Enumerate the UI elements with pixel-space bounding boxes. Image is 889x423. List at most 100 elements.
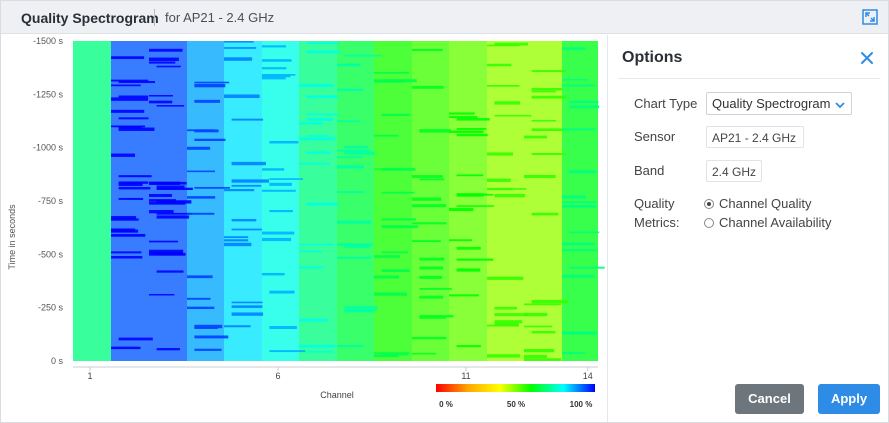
heatmap-stripe xyxy=(269,290,295,294)
heatmap-stripe xyxy=(149,57,179,62)
heatmap-stripe xyxy=(118,126,142,129)
heatmap-stripe xyxy=(299,344,336,348)
heatmap-stripe xyxy=(494,306,518,310)
heatmap-stripe xyxy=(306,135,330,137)
heatmap-stripe xyxy=(374,134,399,137)
heatmap-stripe xyxy=(118,81,156,84)
heatmap-stripe xyxy=(306,95,339,99)
heatmap-stripe xyxy=(149,210,174,214)
heatmap-stripe xyxy=(194,348,222,351)
color-scale-labels: 0 % 50 % 100 % xyxy=(439,400,592,409)
heatmap-stripe xyxy=(306,42,339,45)
heatmap-stripe xyxy=(337,149,370,152)
heatmap-stripe xyxy=(224,242,252,247)
heatmap-stripe xyxy=(494,320,523,324)
heatmap-stripe xyxy=(111,216,137,220)
heatmap-column-ch14 xyxy=(562,41,598,361)
heatmap-stripe xyxy=(381,269,410,273)
y-axis-ticks: -1500 s -1250 s -1000 s -750 s -500 s -250 s 0… xyxy=(33,36,64,366)
expand-icon[interactable] xyxy=(862,9,878,25)
heatmap-stripe xyxy=(456,205,495,207)
heatmap-stripe xyxy=(262,189,296,192)
heatmap-stripe xyxy=(456,128,487,130)
heatmap-stripe xyxy=(187,170,215,173)
heatmap-stripe xyxy=(306,350,333,353)
heatmap-stripe xyxy=(531,212,559,216)
heatmap-stripe xyxy=(149,61,176,64)
radio-unchecked-icon xyxy=(704,218,714,228)
heatmap-column-ch9 xyxy=(374,41,412,361)
heatmap-stripe xyxy=(111,79,149,82)
heatmap-stripe xyxy=(562,201,597,204)
heatmap-stripe xyxy=(419,275,443,279)
heatmap-stripe xyxy=(262,75,291,78)
heatmap-stripe xyxy=(187,212,215,215)
heatmap-stripe xyxy=(494,114,532,117)
heatmap-stripe xyxy=(381,353,409,356)
heatmap-stripe xyxy=(187,275,213,279)
radio-channel-quality[interactable]: Channel Quality xyxy=(704,196,812,212)
heatmap-stripe xyxy=(306,202,339,206)
cancel-button[interactable]: Cancel xyxy=(735,384,804,414)
heatmap-stripe xyxy=(374,255,400,258)
close-icon[interactable] xyxy=(859,50,875,66)
heatmap-stripe xyxy=(118,117,149,120)
heatmap-stripe xyxy=(156,212,193,215)
heatmap-stripe xyxy=(306,113,339,116)
heatmap-stripe xyxy=(374,275,399,279)
heatmap-stripe xyxy=(337,220,372,224)
heatmap-stripe xyxy=(299,122,324,125)
heatmap-stripe xyxy=(111,153,136,157)
heatmap-stripe xyxy=(118,95,149,98)
heatmap-stripe xyxy=(231,228,262,231)
y-tick-label: -250 s xyxy=(38,303,64,313)
heatmap-stripe xyxy=(299,83,334,88)
heatmap-stripe xyxy=(487,178,511,182)
title-separator xyxy=(154,9,155,26)
radio-checked-icon xyxy=(704,199,714,209)
heatmap-stripe xyxy=(231,305,263,308)
heatmap-stripe xyxy=(381,218,417,221)
heatmap-stripe xyxy=(118,187,151,190)
window-header: Quality Spectrogram for AP21 - 2.4 GHz xyxy=(1,1,888,34)
heatmap-stripe xyxy=(487,324,520,327)
heatmap-stripe xyxy=(118,197,144,200)
heatmap-stripe xyxy=(111,256,143,259)
heatmap-stripe xyxy=(149,48,183,52)
heatmap-stripe xyxy=(231,312,264,316)
radio-channel-availability[interactable]: Channel Availability xyxy=(704,215,832,231)
color-scale-label: 0 % xyxy=(439,400,453,409)
heatmap-stripe xyxy=(187,146,211,150)
heatmap-stripe xyxy=(149,252,186,256)
chart-type-select[interactable]: Quality Spectrogram xyxy=(706,92,852,115)
heatmap-stripe xyxy=(224,236,249,239)
heatmap-stripe xyxy=(299,318,328,322)
heatmap-stripe xyxy=(156,187,193,191)
apply-button[interactable]: Apply xyxy=(818,384,880,414)
heatmap-stripe xyxy=(381,251,408,254)
heatmap-stripe xyxy=(419,316,446,319)
heatmap-column-ch11 xyxy=(449,41,487,361)
heatmap-stripe xyxy=(562,84,596,87)
heatmap-stripe xyxy=(456,268,481,272)
heatmap-stripe xyxy=(412,352,437,355)
heatmap-stripe xyxy=(374,292,407,296)
heatmap-stripe xyxy=(262,45,287,48)
heatmap-stripe xyxy=(194,138,226,142)
heatmap-stripe xyxy=(412,48,443,52)
heatmap-stripe xyxy=(224,325,251,328)
heatmap-stripe xyxy=(194,129,219,133)
heatmap-stripe xyxy=(111,109,145,113)
heatmap-stripe xyxy=(374,354,399,358)
heatmap-stripe xyxy=(149,251,183,254)
heatmap-stripe xyxy=(562,352,586,354)
heatmap-stripe xyxy=(412,222,447,225)
heatmap-stripe xyxy=(381,225,419,229)
heatmap-stripe xyxy=(449,112,475,115)
heatmap-stripe xyxy=(524,303,562,306)
heatmap-stripe xyxy=(337,344,364,348)
heatmap-stripe xyxy=(231,219,257,222)
heatmap-stripe xyxy=(374,71,409,74)
heatmap-stripe xyxy=(231,301,263,304)
y-axis-label: Time in seconds xyxy=(7,204,17,270)
